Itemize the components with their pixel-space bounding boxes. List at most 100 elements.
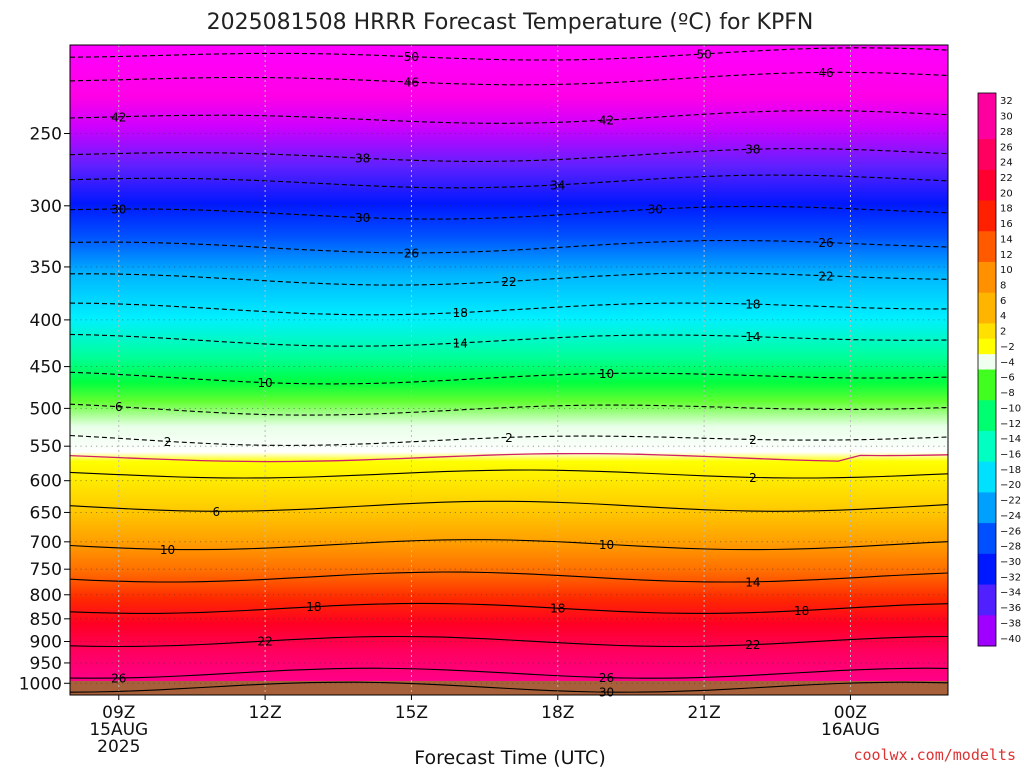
colorbar-tick-label: −24 — [1000, 511, 1021, 522]
pressure-tick-label: 450 — [30, 358, 62, 378]
pressure-tick-label: 950 — [30, 654, 62, 674]
isotherm-label: 26 — [404, 246, 419, 260]
credit-text: coolwx.com/modelts — [853, 746, 1016, 764]
pressure-tick-label: 900 — [30, 632, 62, 652]
isotherm-label: 22 — [745, 638, 760, 652]
isotherm-label: 46 — [404, 76, 419, 90]
isotherm-label: 2 — [749, 433, 757, 447]
pressure-tick-label: 850 — [30, 610, 62, 630]
isotherm-line — [70, 272, 949, 286]
isotherm-label: 2 — [749, 471, 757, 485]
colorbar-cell — [978, 354, 996, 370]
isotherm-label: 14 — [453, 336, 468, 350]
isotherm-label: 10 — [257, 376, 272, 390]
isotherm-line — [69, 667, 949, 679]
isotherm-line — [69, 500, 949, 512]
colorbar-cell — [978, 523, 996, 539]
time-tick-label: 15Z — [395, 703, 428, 723]
isotherm-line — [69, 681, 949, 693]
colorbar-tick-label: −8 — [1000, 388, 1015, 399]
colorbar-cell — [978, 108, 996, 125]
isotherm-label: 14 — [745, 330, 760, 344]
time-tick-label: 12Z — [248, 703, 281, 723]
colorbar-cell — [978, 446, 996, 463]
pressure-tick-label: 700 — [30, 533, 62, 553]
colorbar-cell — [978, 93, 996, 109]
colorbar-tick-label: −40 — [1000, 634, 1021, 645]
isotherm-line — [69, 469, 949, 479]
colorbar-cell — [978, 400, 996, 417]
x-axis-label: Forecast Time (UTC) — [414, 747, 605, 768]
colorbar-cell — [978, 553, 996, 570]
temperature-field — [70, 45, 948, 681]
colorbar-cell — [978, 185, 996, 202]
freezing-line — [69, 452, 949, 463]
isotherm-label: 10 — [599, 367, 614, 381]
colorbar-tick-label: −2 — [1000, 342, 1015, 353]
isotherm-label: 18 — [306, 600, 321, 614]
colorbar-cell — [978, 277, 996, 294]
isotherm-label: 22 — [818, 269, 833, 283]
isotherm-label: 6 — [115, 400, 123, 414]
isotherm-label: 38 — [355, 152, 370, 166]
colorbar-cell — [978, 584, 996, 601]
colorbar-tick-label: 12 — [1000, 250, 1013, 261]
colorbar-cell — [978, 415, 996, 432]
colorbar-tick-label: 28 — [1000, 127, 1013, 138]
colorbar-cell — [978, 308, 996, 324]
isotherm-label: 38 — [745, 143, 760, 157]
pressure-tick-label: 350 — [30, 258, 62, 278]
pressure-tick-label: 250 — [30, 124, 62, 144]
isotherm-line — [69, 239, 949, 254]
isotherm-label: 26 — [599, 671, 614, 685]
isotherm-label: 18 — [794, 604, 809, 618]
colorbar-cell — [978, 215, 996, 232]
time-tick-label: 15AUG — [89, 720, 148, 740]
colorbar-tick-label: −20 — [1000, 480, 1021, 491]
isotherm-label: 46 — [818, 66, 833, 80]
colorbar-tick-label: 10 — [1000, 265, 1013, 276]
isotherm-line — [69, 47, 949, 61]
colorbar-legend: 32 30 28 26 24 22 20 18 16 14 12 10 8 6 4 2 −2 −4 −6 −8 −10 −… — [977, 92, 1021, 647]
isotherm-line — [69, 434, 949, 446]
colorbar-tick-label: 6 — [1000, 296, 1006, 307]
isotherm-line — [69, 148, 949, 162]
isotherm-line — [69, 403, 949, 416]
isotherm-line — [69, 302, 948, 316]
colorbar-cell — [978, 492, 996, 509]
colorbar-tick-label: 22 — [1000, 173, 1013, 184]
colorbar-cell — [978, 461, 996, 478]
pressure-tick-label: 800 — [30, 586, 62, 606]
colorbar-tick-label: 8 — [1000, 281, 1006, 292]
isotherm-line — [69, 571, 949, 583]
colorbar-cell — [978, 477, 996, 493]
pressure-tick-label: 650 — [30, 503, 62, 523]
time-tick-label: 18Z — [541, 703, 574, 723]
colorbar-tick-label: −4 — [1000, 357, 1015, 368]
isotherm-line — [69, 371, 949, 385]
colorbar-tick-label: 26 — [1000, 142, 1013, 153]
colorbar-tick-label: −30 — [1000, 557, 1021, 568]
colorbar-cell — [978, 384, 996, 401]
isotherm-line — [69, 635, 949, 648]
colorbar-tick-label: 18 — [1000, 204, 1013, 215]
isotherm-label: 10 — [160, 543, 175, 557]
colorbar-tick-label: −22 — [1000, 496, 1021, 507]
colorbar-cell — [978, 538, 996, 555]
colorbar-tick-label: −28 — [1000, 542, 1021, 553]
isotherm-label: 42 — [599, 114, 614, 128]
isotherm-line — [69, 174, 949, 189]
isotherm-label: 22 — [257, 635, 272, 649]
isotherm-label: 50 — [404, 50, 419, 64]
pressure-tick-label: 600 — [30, 472, 62, 492]
isotherm-label: 14 — [745, 575, 760, 589]
isotherm-label: 2 — [164, 435, 172, 449]
isotherm-line — [69, 71, 949, 86]
colorbar-tick-label: −12 — [1000, 419, 1021, 430]
colorbar-cell — [978, 123, 996, 140]
colorbar-cell — [978, 139, 996, 155]
colorbar-tick-label: −16 — [1000, 449, 1021, 460]
isotherm-label: 30 — [648, 203, 663, 217]
